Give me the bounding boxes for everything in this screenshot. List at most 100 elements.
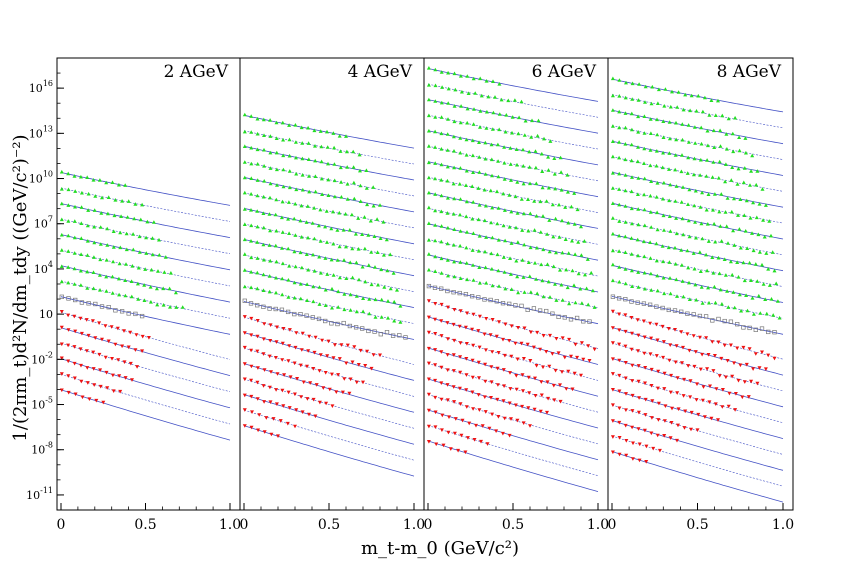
data-point-green	[338, 165, 343, 170]
data-point-red	[496, 415, 501, 419]
data-point-red	[548, 333, 552, 338]
data-point-red	[465, 311, 470, 316]
x-tick-label: 0	[240, 517, 249, 533]
data-point-green	[691, 251, 696, 255]
data-point-red	[592, 347, 597, 352]
data-point-red	[675, 391, 680, 395]
data-point-green	[617, 140, 622, 144]
data-point-green	[636, 114, 641, 119]
data-point-green	[281, 167, 286, 172]
data-point-green	[756, 293, 761, 298]
data-point-green	[280, 120, 285, 125]
data-point-green	[274, 136, 279, 140]
fit-line	[611, 156, 784, 192]
data-point-green	[751, 248, 756, 253]
data-point-green	[143, 267, 148, 271]
data-point-green	[617, 78, 622, 82]
data-point-green	[426, 221, 431, 225]
data-point-red	[749, 379, 754, 384]
data-point-gray	[766, 329, 771, 335]
data-point-green	[255, 224, 260, 229]
data-point-green	[502, 145, 507, 149]
data-point-red	[292, 392, 297, 397]
data-point-red	[331, 356, 336, 360]
x-tick-label: 1.0	[219, 517, 241, 533]
data-point-green	[371, 185, 376, 189]
data-point-red	[72, 314, 77, 319]
data-point-green	[458, 150, 463, 155]
data-point-green	[433, 83, 438, 88]
data-point-green	[98, 225, 103, 229]
data-point-green	[379, 315, 384, 319]
data-point-green	[304, 252, 309, 256]
data-point-green	[534, 181, 539, 186]
data-point-green	[541, 294, 546, 299]
data-point-green	[255, 162, 260, 166]
data-point-red	[480, 424, 485, 428]
data-point-green	[716, 255, 721, 260]
data-point-green	[261, 211, 266, 215]
data-point-green	[339, 180, 344, 184]
fit-line	[427, 176, 599, 213]
data-point-red	[275, 372, 280, 376]
data-point-green	[255, 116, 260, 121]
data-point-red	[267, 354, 272, 359]
data-point-green	[493, 95, 497, 99]
data-point-green	[354, 260, 359, 265]
data-point-green	[249, 161, 254, 166]
data-point-green	[162, 270, 167, 274]
data-point-green	[692, 203, 697, 208]
data-point-green	[446, 86, 451, 91]
data-point-red	[433, 363, 438, 367]
data-point-red	[292, 361, 297, 366]
data-point-green	[66, 219, 71, 223]
data-point-green	[311, 299, 316, 304]
data-point-green	[716, 98, 720, 103]
data-point-red	[513, 341, 518, 346]
data-point-red	[490, 412, 495, 417]
data-point-green	[325, 129, 329, 134]
data-point-green	[704, 252, 709, 257]
data-point-green	[345, 182, 350, 186]
data-point-red	[509, 324, 514, 328]
data-point-green	[280, 276, 285, 281]
data-point-red	[676, 407, 681, 411]
data-point-green	[694, 235, 698, 240]
data-point-green	[742, 278, 747, 283]
data-point-red	[489, 380, 494, 384]
data-point-green	[610, 186, 615, 190]
data-point-green	[319, 176, 324, 181]
data-point-red	[525, 342, 530, 347]
data-point-red	[630, 363, 635, 368]
data-point-green	[706, 239, 711, 243]
data-point-green	[261, 225, 266, 230]
data-point-green	[526, 260, 531, 264]
data-point-red	[560, 336, 565, 340]
data-point-gray	[544, 308, 549, 314]
data-point-green	[704, 207, 709, 212]
data-point-green	[312, 128, 317, 133]
data-point-red	[668, 390, 673, 395]
data-point-green	[242, 160, 247, 164]
data-point-green	[572, 283, 576, 287]
data-point-red	[636, 333, 641, 338]
data-point-red	[79, 363, 83, 368]
data-point-red	[531, 345, 536, 350]
data-point-green	[548, 295, 552, 299]
data-point-red	[255, 366, 260, 370]
data-point-gray	[610, 294, 616, 299]
data-point-green	[458, 229, 463, 233]
data-point-red	[497, 320, 501, 324]
data-point-green	[536, 118, 541, 123]
data-point-green	[351, 165, 356, 169]
data-point-green	[674, 120, 678, 125]
data-point-red	[610, 450, 615, 455]
data-point-green	[643, 84, 648, 89]
data-point-red	[249, 348, 254, 353]
data-point-green	[72, 174, 77, 178]
data-point-red	[643, 413, 648, 417]
data-point-green	[470, 216, 475, 221]
data-point-green	[679, 263, 684, 267]
fit-line	[243, 223, 415, 260]
data-point-green	[281, 184, 286, 189]
